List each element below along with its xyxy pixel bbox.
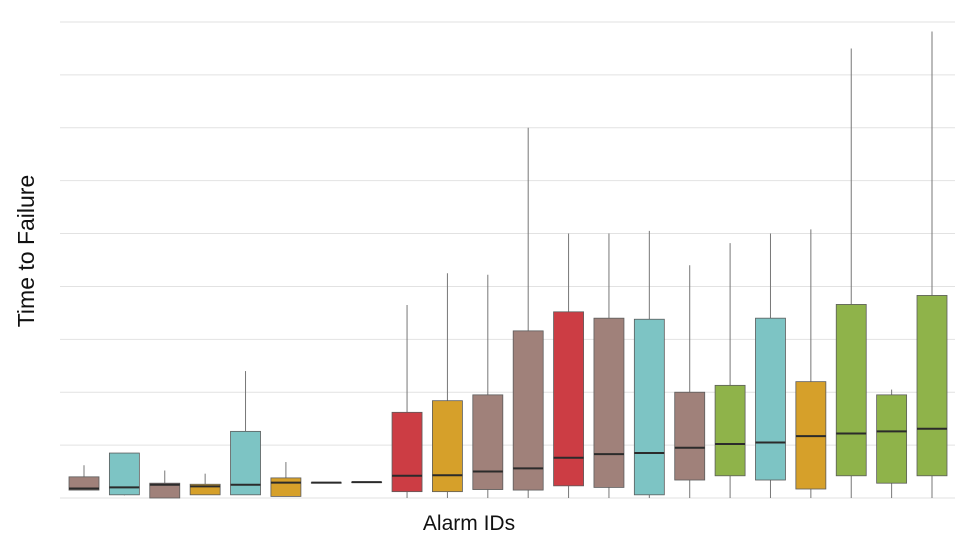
box-17 [714,243,746,498]
gridlines [60,21,955,499]
box-4 [189,473,221,496]
box-19 [795,229,827,498]
box-body [512,330,544,491]
box-15 [633,230,665,498]
box-21 [876,389,908,498]
box-7 [310,481,342,484]
box-9 [391,304,423,498]
box-2 [108,452,140,496]
box-10 [432,273,463,498]
box-body [270,477,302,497]
box-body [876,394,908,484]
box-body [633,318,665,496]
box-8 [351,481,383,484]
box-3 [149,470,181,499]
box-22 [916,31,948,498]
box-12 [512,127,544,498]
box-11 [472,274,504,498]
box-body [593,317,625,488]
box-1 [68,465,100,491]
box-5 [230,371,261,496]
box-body [68,476,100,491]
y-axis-title: Time to Failure [13,175,39,328]
box-body [149,482,181,499]
box-series [68,31,948,499]
box-14 [593,233,625,498]
box-body [108,452,140,496]
box-13 [553,233,584,498]
box-body [916,295,948,477]
box-body [472,394,504,490]
box-body [714,384,746,477]
box-body [432,400,463,493]
box-body [391,411,423,493]
box-6 [270,462,302,497]
box-body [553,311,584,487]
box-body [189,483,221,496]
x-axis-title: Alarm IDs [423,512,515,535]
box-body [755,317,786,481]
box-body [674,391,706,481]
box-body [835,304,867,477]
box-16 [674,265,706,498]
box-20 [835,48,867,498]
box-18 [755,233,786,498]
